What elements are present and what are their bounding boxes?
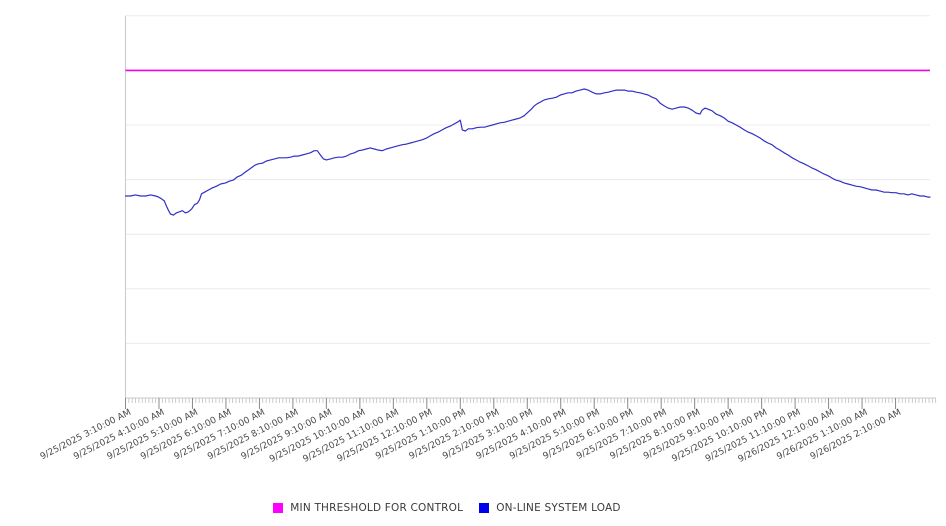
legend: MIN THRESHOLD FOR CONTROL ON-LINE SYSTEM… bbox=[0, 496, 920, 520]
legend-label-threshold: MIN THRESHOLD FOR CONTROL bbox=[290, 502, 464, 514]
load-swatch-icon bbox=[479, 503, 490, 513]
legend-item-threshold: MIN THRESHOLD FOR CONTROL bbox=[273, 502, 463, 514]
legend-item-load: ON-LINE SYSTEM LOAD bbox=[479, 502, 621, 514]
legend-label-load: ON-LINE SYSTEM LOAD bbox=[496, 502, 621, 514]
system-load-line bbox=[124, 88, 931, 216]
threshold-swatch-icon bbox=[273, 503, 284, 513]
load-chart: 9/25/2025 3:10:00 AM9/25/2025 4:10:00 AM… bbox=[39, 15, 937, 465]
